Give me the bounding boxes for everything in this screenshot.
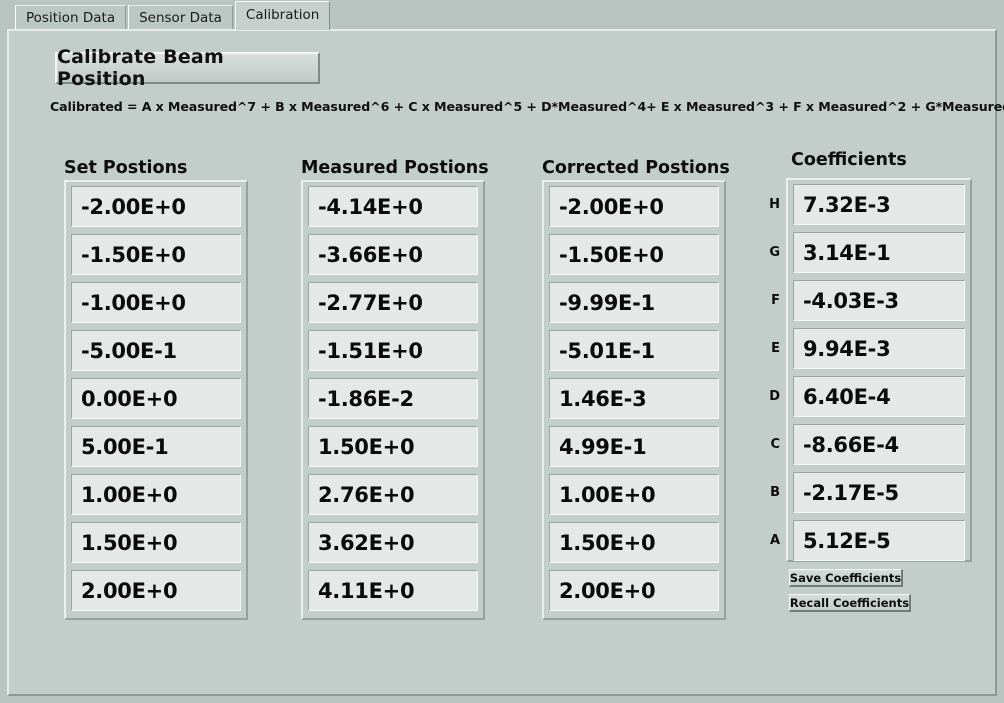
tab-bar: Position Data Sensor Data Calibration [0, 0, 1004, 30]
coefficient-label-e: E [771, 341, 780, 356]
measured-position-cell[interactable]: 1.50E+0 [308, 426, 478, 467]
corrected-position-cell[interactable]: 4.99E-1 [549, 426, 719, 467]
measured-positions-array: -4.14E+0 -3.66E+0 -2.77E+0 -1.51E+0 -1.8… [301, 180, 485, 620]
measured-position-cell[interactable]: 4.11E+0 [308, 570, 478, 611]
corrected-position-cell[interactable]: -9.99E-1 [549, 282, 719, 323]
tab-sensor-data[interactable]: Sensor Data [128, 5, 233, 30]
coefficient-cell[interactable]: -4.03E-3 [793, 280, 965, 321]
coefficient-label-b: B [770, 485, 780, 500]
coefficient-label-g: G [769, 245, 780, 260]
save-coefficients-button[interactable]: Save Coefficients [789, 569, 903, 587]
set-position-cell[interactable]: -1.50E+0 [71, 234, 241, 275]
set-position-cell[interactable]: -1.00E+0 [71, 282, 241, 323]
corrected-position-cell[interactable]: -5.01E-1 [549, 330, 719, 371]
corrected-positions-header: Corrected Postions [542, 158, 730, 178]
corrected-position-cell[interactable]: 1.00E+0 [549, 474, 719, 515]
coefficient-label-f: F [771, 293, 780, 308]
coefficient-cell[interactable]: -8.66E-4 [793, 424, 965, 465]
coefficient-cell[interactable]: -2.17E-5 [793, 472, 965, 513]
corrected-position-cell[interactable]: -1.50E+0 [549, 234, 719, 275]
measured-position-cell[interactable]: -1.51E+0 [308, 330, 478, 371]
coefficients-header: Coefficients [791, 150, 907, 170]
coefficient-label-a: A [769, 533, 780, 548]
set-position-cell[interactable]: 0.00E+0 [71, 378, 241, 419]
coefficient-label-d: D [769, 389, 780, 404]
coefficient-cell[interactable]: 9.94E-3 [793, 328, 965, 369]
set-position-cell[interactable]: 1.00E+0 [71, 474, 241, 515]
measured-position-cell[interactable]: -2.77E+0 [308, 282, 478, 323]
coefficient-cell[interactable]: 6.40E-4 [793, 376, 965, 417]
coefficient-cell[interactable]: 3.14E-1 [793, 232, 965, 273]
coefficient-cell[interactable]: 7.32E-3 [793, 184, 965, 225]
measured-positions-header: Measured Postions [301, 158, 489, 178]
measured-position-cell[interactable]: 2.76E+0 [308, 474, 478, 515]
set-position-cell[interactable]: 5.00E-1 [71, 426, 241, 467]
calibration-formula-label: Calibrated = A x Measured^7 + B x Measur… [50, 99, 1004, 114]
set-positions-array: -2.00E+0 -1.50E+0 -1.00E+0 -5.00E-1 0.00… [64, 180, 248, 620]
measured-position-cell[interactable]: -1.86E-2 [308, 378, 478, 419]
set-position-cell[interactable]: -5.00E-1 [71, 330, 241, 371]
corrected-positions-array: -2.00E+0 -1.50E+0 -9.99E-1 -5.01E-1 1.46… [542, 180, 726, 620]
corrected-position-cell[interactable]: -2.00E+0 [549, 186, 719, 227]
measured-position-cell[interactable]: -3.66E+0 [308, 234, 478, 275]
tab-position-data[interactable]: Position Data [15, 5, 127, 30]
measured-position-cell[interactable]: 3.62E+0 [308, 522, 478, 563]
set-positions-header: Set Postions [64, 158, 188, 178]
set-position-cell[interactable]: 1.50E+0 [71, 522, 241, 563]
corrected-position-cell[interactable]: 1.50E+0 [549, 522, 719, 563]
coefficient-label-h: H [769, 197, 780, 212]
corrected-position-cell[interactable]: 2.00E+0 [549, 570, 719, 611]
recall-coefficients-button[interactable]: Recall Coefficients [789, 594, 911, 612]
coefficients-array: 7.32E-3 3.14E-1 -4.03E-3 9.94E-3 6.40E-4… [786, 178, 972, 562]
coefficient-label-c: C [770, 437, 780, 452]
corrected-position-cell[interactable]: 1.46E-3 [549, 378, 719, 419]
calibrate-beam-position-button[interactable]: Calibrate Beam Position [55, 46, 320, 90]
measured-position-cell[interactable]: -4.14E+0 [308, 186, 478, 227]
set-position-cell[interactable]: 2.00E+0 [71, 570, 241, 611]
set-position-cell[interactable]: -2.00E+0 [71, 186, 241, 227]
tab-calibration[interactable]: Calibration [234, 1, 331, 30]
coefficient-cell[interactable]: 5.12E-5 [793, 520, 965, 561]
